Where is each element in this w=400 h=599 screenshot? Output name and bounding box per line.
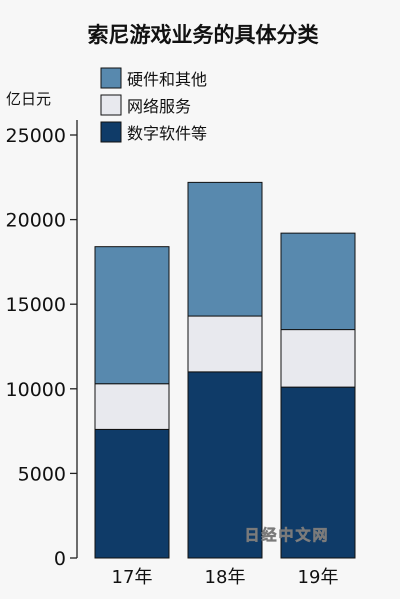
y-tick-label: 20000	[6, 210, 66, 232]
y-tick-label: 5000	[18, 463, 66, 485]
bar-18年-series-2	[187, 181, 263, 317]
legend-swatch	[100, 121, 122, 143]
legend-swatch	[100, 67, 122, 89]
y-tick-label: 25000	[6, 125, 66, 147]
bar-19年-series-2	[280, 232, 356, 331]
x-tick-label: 19年	[298, 567, 339, 588]
x-tick-label: 18年	[205, 567, 246, 588]
y-tick-label: 0	[54, 548, 66, 570]
x-axis: 17年 18年 19年	[112, 567, 339, 588]
y-tick-label: 15000	[6, 294, 66, 316]
y-tick-label: 10000	[6, 379, 66, 401]
legend-swatch	[100, 94, 122, 116]
bar-17年-series-1	[94, 383, 170, 430]
y-axis-label: 亿日元	[6, 90, 51, 108]
y-axis: 0 5000 10000 15000 20000 25000	[6, 125, 77, 570]
legend-label: 网络服务	[127, 97, 191, 116]
bar-17年-series-0	[94, 428, 170, 559]
bar-18年-series-0	[187, 371, 263, 559]
legend-label: 硬件和其他	[127, 70, 207, 89]
bar-18年-series-1	[187, 315, 263, 373]
bar-17年-series-2	[94, 246, 170, 385]
bar-19年-series-1	[280, 329, 356, 388]
legend-label: 数字软件等	[127, 124, 207, 143]
x-tick-label: 17年	[112, 567, 153, 588]
chart-title: 索尼游戏业务的具体分类	[88, 23, 320, 47]
bar-19年-series-0	[280, 386, 356, 559]
watermark: 日经中文网	[244, 526, 329, 544]
bar-group	[94, 181, 356, 559]
